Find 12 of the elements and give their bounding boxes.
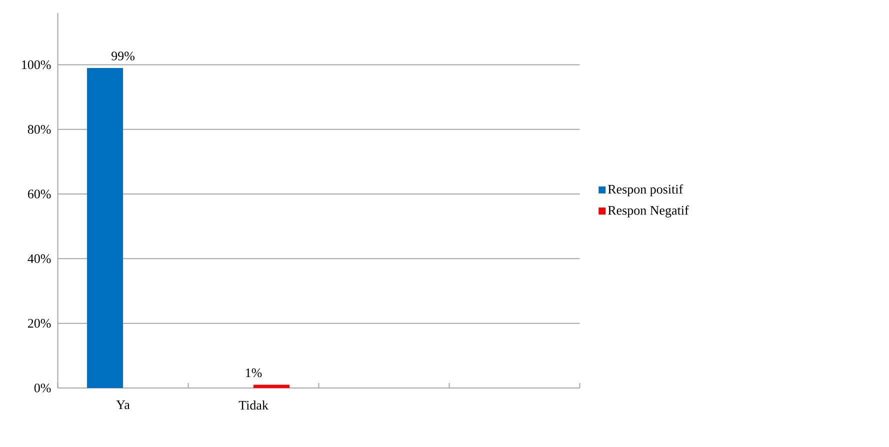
y-tick-label: 60% xyxy=(28,190,51,198)
y-tick-label: 80% xyxy=(28,124,51,134)
x-tick-label: Ya xyxy=(116,400,130,410)
y-tick-label: 20% xyxy=(28,318,51,328)
y-tick-label: 40% xyxy=(28,254,51,264)
y-tick-label: 100% xyxy=(22,60,51,70)
x-tick-label: Tidak xyxy=(238,400,268,410)
legend-label: Respon Negatif xyxy=(608,205,689,218)
y-tick-label: 0% xyxy=(34,384,51,392)
data-label: 99% xyxy=(112,52,134,60)
data-label: 1% xyxy=(246,368,262,378)
legend-label: Respon positif xyxy=(608,184,684,196)
